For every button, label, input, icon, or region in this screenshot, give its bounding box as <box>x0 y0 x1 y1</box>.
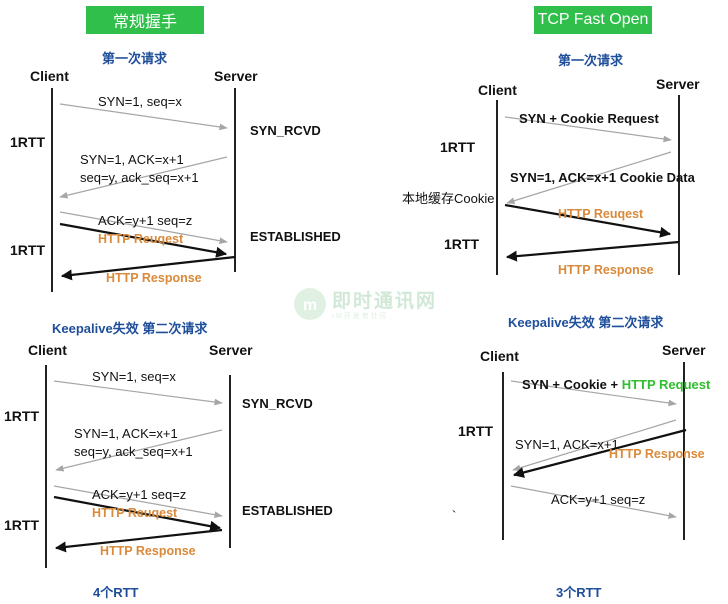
tr-client-label: Client <box>478 82 517 98</box>
tl-rtt-1: 1RTT <box>10 134 45 150</box>
tl-synack-label-line2: seq=y, ack_seq=x+1 <box>80 170 199 185</box>
tl-syn-label: SYN=1, seq=x <box>98 94 182 109</box>
bl-syn-arrow <box>53 380 223 406</box>
tl-syn-rcvd-label: SYN_RCVD <box>250 123 321 138</box>
tr-http-request-label: HTTP Reuqest <box>558 207 644 221</box>
br-syn-http-request-text: HTTP Request <box>621 377 711 392</box>
br-client-label: Client <box>480 348 519 364</box>
tr-server-label: Server <box>656 76 700 92</box>
tr-rtt-2: 1RTT <box>444 236 479 252</box>
bl-established-label: ESTABLISHED <box>242 503 333 518</box>
tr-http-request-arrow <box>504 203 672 238</box>
bl-syn-rcvd-label: SYN_RCVD <box>242 396 313 411</box>
tr-syn-arrow <box>504 116 672 143</box>
regular-handshake-badge: 常规握手 <box>86 6 204 34</box>
br-synack-label: SYN=1, ACK=x+1 <box>515 437 619 452</box>
tr-rtt-1: 1RTT <box>440 139 475 155</box>
tr-synack-arrow <box>506 151 672 204</box>
br-syn-cookie-text: SYN + Cookie + <box>522 377 622 392</box>
tr-syn-label: SYN + Cookie Request <box>519 111 659 126</box>
br-ack-arrow <box>510 485 677 519</box>
watermark-title: 即时通讯网 <box>332 291 438 312</box>
tl-rtt-2: 1RTT <box>10 242 45 258</box>
tr-local-cache-label: 本地缓存Cookie <box>402 191 495 206</box>
bl-http-request-arrow <box>53 495 222 532</box>
tl-ack-label: ACK=y+1 seq=z <box>98 213 193 228</box>
br-http-response-arrow <box>512 428 687 478</box>
bl-heading: Keepalive失效 第二次请求 <box>52 321 208 336</box>
br-rtt-1: 1RTT <box>458 423 493 439</box>
tl-synack-arrow <box>59 156 228 199</box>
tl-heading: 第一次请求 <box>102 51 168 66</box>
br-total-rtt: 3个RTT <box>556 585 602 600</box>
bl-http-request-label: HTTP Reuqest <box>92 506 178 520</box>
tr-synack-label: SYN=1, ACK=x+1 Cookie Data <box>510 170 695 185</box>
bl-client-label: Client <box>28 342 67 358</box>
br-synack-arrow <box>512 419 677 471</box>
br-ack-label: ACK=y+1 seq=z <box>551 492 646 507</box>
bl-synack-arrow <box>55 429 223 472</box>
bl-rtt-1: 1RTT <box>4 408 39 424</box>
tl-client-label: Client <box>30 68 69 84</box>
watermark-logo-icon: m <box>294 288 326 320</box>
bl-ack-arrow <box>53 485 223 518</box>
tl-http-request-arrow <box>59 222 228 258</box>
tl-synack-label-line1: SYN=1, ACK=x+1 <box>80 152 184 167</box>
bl-server-label: Server <box>209 342 253 358</box>
bl-total-rtt: 4个RTT <box>93 585 139 600</box>
bl-syn-label: SYN=1, seq=x <box>92 369 176 384</box>
br-syn-http-arrow <box>510 380 677 407</box>
bl-http-response-label: HTTP Response <box>100 544 196 558</box>
tr-http-response-arrow <box>505 240 680 262</box>
tl-established-label: ESTABLISHED <box>250 229 341 244</box>
svg-text:m: m <box>303 297 317 314</box>
tcp-fast-open-badge: TCP Fast Open <box>534 6 652 34</box>
br-server-label: Server <box>662 342 706 358</box>
tl-server-label: Server <box>214 68 258 84</box>
br-heading: Keepalive失效 第二次请求 <box>508 315 664 330</box>
tl-http-response-label: HTTP Response <box>106 271 202 285</box>
tl-http-response-arrow <box>60 255 236 281</box>
bl-ack-label: ACK=y+1 seq=z <box>92 487 187 502</box>
bl-rtt-2: 1RTT <box>4 517 39 533</box>
bl-synack-label-line2: seq=y, ack_seq=x+1 <box>74 444 193 459</box>
tr-http-response-label: HTTP Response <box>558 263 654 277</box>
watermark-subtitle: IM开发者社区 <box>332 313 389 320</box>
bl-http-response-arrow <box>54 528 223 553</box>
br-http-response-label: HTTP Response <box>609 447 705 461</box>
tr-heading: 第一次请求 <box>558 53 624 68</box>
bl-synack-label-line1: SYN=1, ACK=x+1 <box>74 426 178 441</box>
tl-syn-arrow <box>59 103 228 131</box>
tl-ack-arrow <box>59 211 228 244</box>
br-syn-label: SYN + Cookie + HTTP Request <box>522 377 710 392</box>
tl-http-request-label: HTTP Reuqest <box>98 232 184 246</box>
br-stray-mark: ` <box>452 508 457 523</box>
